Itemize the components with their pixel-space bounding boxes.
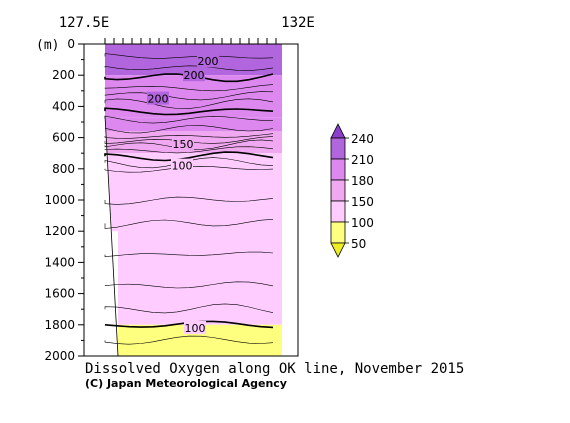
y-axis: 0 200 400 600 800 1000 1200 1400 1600 1800 2000 bbox=[44, 37, 84, 363]
colorbar-segment bbox=[330, 179, 346, 202]
fill-layer-4 bbox=[105, 153, 282, 325]
colorbar-segment bbox=[330, 221, 346, 244]
colorbar-segment bbox=[330, 158, 346, 181]
y-tick-label: 1200 bbox=[44, 224, 75, 238]
contour-line-7 bbox=[104, 115, 273, 124]
contour-line-19 bbox=[104, 281, 274, 289]
contour-label: 200 bbox=[148, 93, 169, 106]
contour-label: 200 bbox=[184, 69, 205, 82]
contour-line-4 bbox=[104, 91, 274, 101]
y-tick-label: 2000 bbox=[44, 349, 75, 363]
x-start-label: 127.5E bbox=[59, 15, 110, 31]
colorbar-label: 210 bbox=[351, 153, 374, 167]
y-tick-label: 400 bbox=[52, 99, 75, 113]
y-tick-label: 800 bbox=[52, 162, 75, 176]
contour-label-bg bbox=[147, 91, 169, 105]
contour-label-bg bbox=[184, 320, 206, 334]
contour-line-22 bbox=[104, 335, 274, 345]
colorbar: 240 210 180 150 100 50 bbox=[330, 123, 374, 258]
fill-layer-2 bbox=[105, 117, 282, 132]
contour-line-17 bbox=[104, 219, 274, 229]
contour-line-12 bbox=[104, 146, 274, 154]
contour-line-18 bbox=[104, 251, 274, 258]
contour-line-0 bbox=[104, 53, 274, 59]
contour-label-bg bbox=[172, 136, 194, 150]
colorbar-label: 180 bbox=[351, 174, 374, 188]
station-ticks bbox=[104, 38, 277, 44]
colorbar-bottom-arrow bbox=[330, 242, 346, 258]
bottom-slope-line bbox=[104, 115, 119, 357]
colorbar-segment bbox=[330, 137, 346, 160]
contour-label: 150 bbox=[173, 138, 194, 151]
contour-label-bg bbox=[171, 158, 193, 172]
y-tick-label: 600 bbox=[52, 131, 75, 145]
contour-label: 200 bbox=[198, 55, 219, 68]
colorbar-segment bbox=[330, 200, 346, 223]
y-tick-label: 1600 bbox=[44, 287, 75, 301]
contour-line-5 bbox=[104, 98, 274, 109]
colorbar-label: 240 bbox=[351, 132, 374, 146]
y-tick-label: 1400 bbox=[44, 255, 75, 269]
y-unit-label: (m) bbox=[36, 38, 59, 53]
contour-line-20 bbox=[104, 303, 274, 314]
colorbar-label: 50 bbox=[351, 237, 366, 251]
y-tick-label: 1800 bbox=[44, 318, 75, 332]
contour-label-bg bbox=[197, 54, 219, 68]
x-end-label: 132E bbox=[281, 15, 315, 31]
contour-label-bg bbox=[183, 68, 205, 82]
contour-line-6 bbox=[104, 107, 274, 116]
y-tick-label: 200 bbox=[52, 68, 75, 82]
contour-line-3 bbox=[104, 84, 274, 92]
colorbar-label: 100 bbox=[351, 216, 374, 230]
contour-line-8 bbox=[104, 125, 274, 134]
colorbar-label: 150 bbox=[351, 195, 374, 209]
contour-line-9 bbox=[104, 133, 274, 139]
contour-line-1 bbox=[104, 65, 274, 71]
credit-text: (C) Japan Meteorological Agency bbox=[85, 377, 287, 390]
contour-label: 100 bbox=[185, 322, 206, 335]
contour-label: 100 bbox=[172, 160, 193, 173]
contour-line-16 bbox=[104, 196, 274, 205]
chart-title: Dissolved Oxygen along OK line, November… bbox=[85, 361, 464, 377]
y-tick-label: 0 bbox=[67, 37, 75, 51]
y-tick-label: 1000 bbox=[44, 193, 75, 207]
colorbar-top-arrow bbox=[330, 123, 346, 139]
